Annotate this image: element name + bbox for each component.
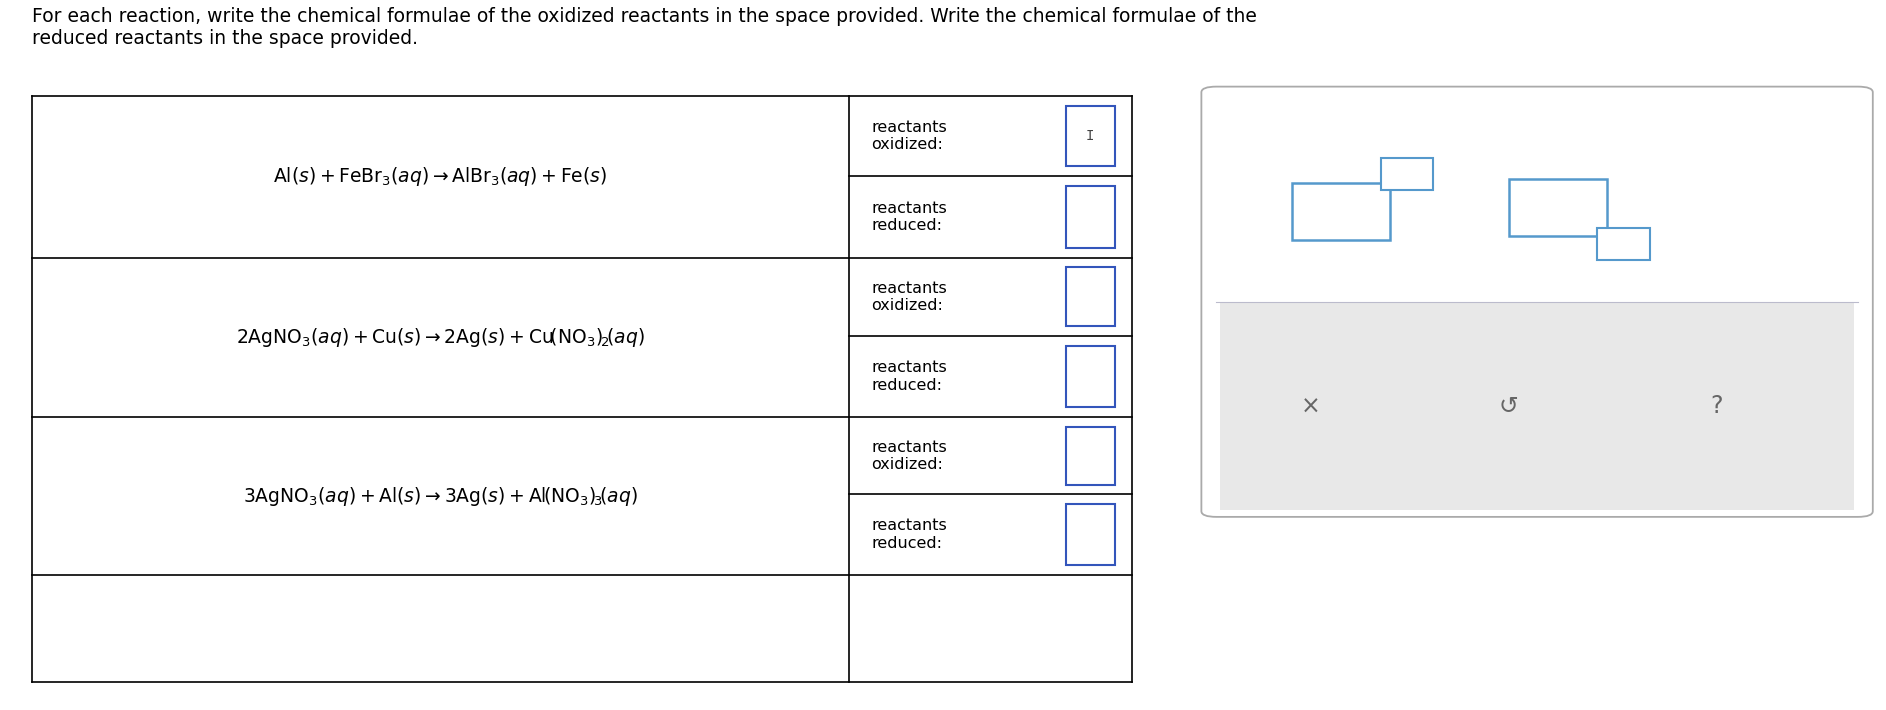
Text: $\mathrm{2AgNO_3}(\mathit{aq}) + \mathrm{Cu}(\mathit{s}) \rightarrow \mathrm{2Ag: $\mathrm{2AgNO_3}(\mathit{aq}) + \mathrm…: [236, 326, 645, 349]
Text: reactants
oxidized:: reactants oxidized:: [871, 280, 947, 313]
Text: $\mathrm{Al}(\mathit{s}) + \mathrm{FeBr_3}(\mathit{aq}) \rightarrow \mathrm{AlBr: $\mathrm{Al}(\mathit{s}) + \mathrm{FeBr_…: [273, 165, 607, 188]
Bar: [1220, 302, 1854, 510]
Text: ↺: ↺: [1499, 395, 1518, 418]
Text: For each reaction, write the chemical formulae of the oxidized reactants in the : For each reaction, write the chemical fo…: [32, 7, 1256, 48]
Bar: [1509, 180, 1607, 236]
Bar: [1597, 227, 1650, 260]
Text: reactants
reduced:: reactants reduced:: [871, 518, 947, 551]
Text: reactants
reduced:: reactants reduced:: [871, 201, 947, 233]
Bar: [1066, 346, 1115, 408]
Bar: [1066, 427, 1115, 484]
Text: $\mathrm{3AgNO_3}(\mathit{aq}) + \mathrm{Al}(\mathit{s}) \rightarrow \mathrm{3Ag: $\mathrm{3AgNO_3}(\mathit{aq}) + \mathrm…: [243, 485, 637, 508]
Text: reactants
oxidized:: reactants oxidized:: [871, 439, 947, 472]
Text: ×: ×: [1301, 395, 1320, 418]
Bar: [1381, 158, 1433, 190]
Bar: [1066, 268, 1115, 326]
Text: ?: ?: [1711, 395, 1722, 418]
FancyBboxPatch shape: [1201, 87, 1873, 517]
Bar: [1066, 504, 1115, 565]
Text: I: I: [1086, 129, 1094, 143]
Text: reactants
oxidized:: reactants oxidized:: [871, 120, 947, 152]
Text: reactants
reduced:: reactants reduced:: [871, 361, 947, 393]
Bar: [1292, 183, 1390, 240]
Bar: [1066, 186, 1115, 248]
Bar: [1066, 106, 1115, 166]
